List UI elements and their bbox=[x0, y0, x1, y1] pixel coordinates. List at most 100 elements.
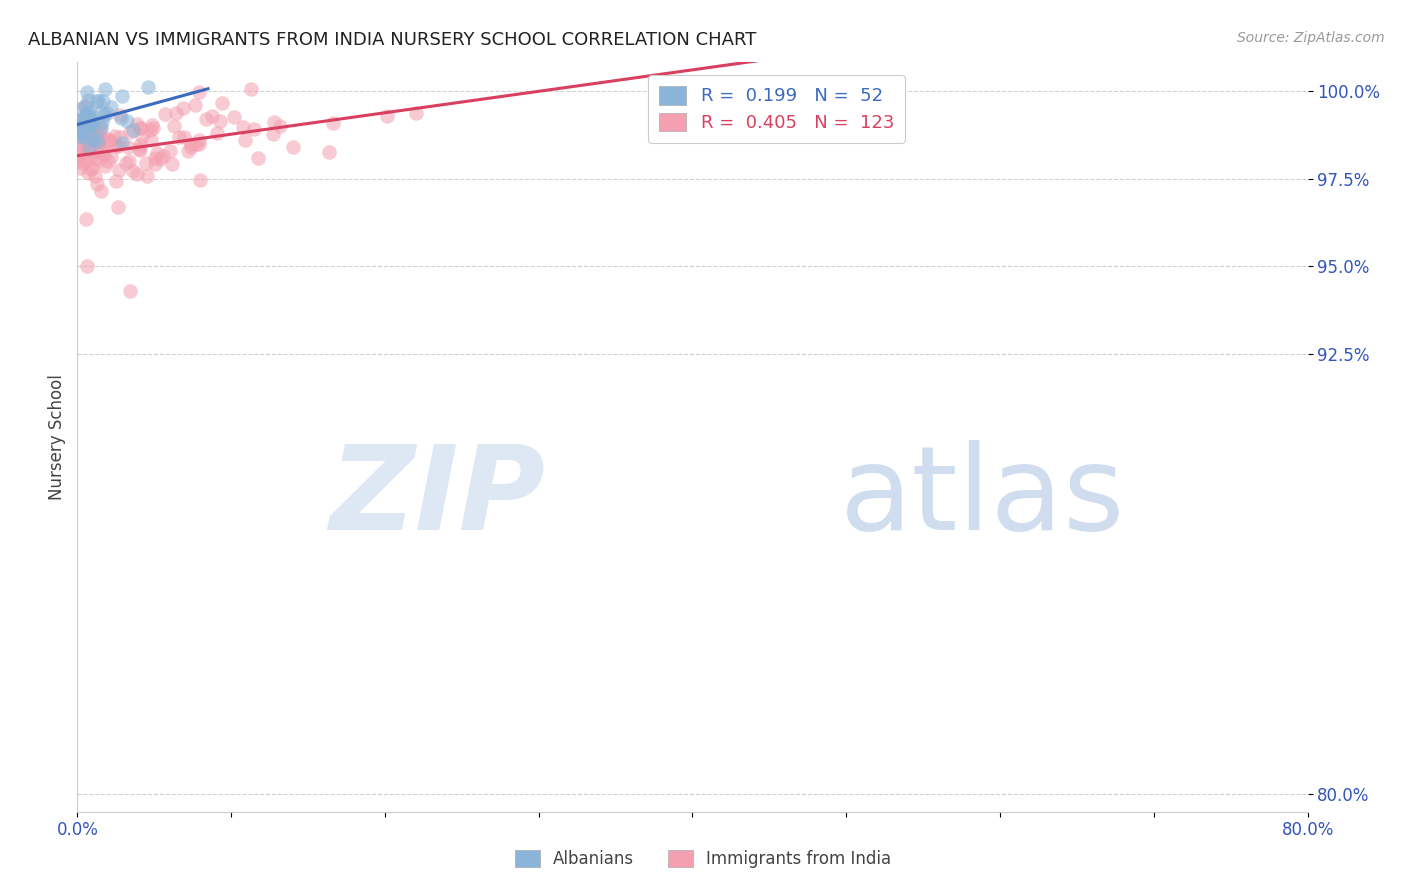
Point bbox=[405, 105, 427, 120]
Text: Source: ZipAtlas.com: Source: ZipAtlas.com bbox=[1237, 31, 1385, 45]
Point bbox=[96, 106, 118, 120]
Point bbox=[79, 141, 101, 155]
Point bbox=[97, 153, 120, 168]
Point bbox=[136, 169, 159, 184]
Point bbox=[75, 108, 97, 122]
Legend: R =  0.199   N =  52, R =  0.405   N =  123: R = 0.199 N = 52, R = 0.405 N = 123 bbox=[648, 75, 905, 143]
Point bbox=[87, 94, 110, 108]
Point bbox=[84, 139, 107, 153]
Point bbox=[173, 129, 195, 144]
Point bbox=[72, 119, 94, 133]
Point bbox=[70, 156, 93, 170]
Point bbox=[75, 153, 97, 168]
Point bbox=[87, 134, 110, 148]
Point bbox=[107, 200, 129, 214]
Point bbox=[110, 89, 132, 103]
Point bbox=[232, 120, 254, 134]
Point bbox=[75, 120, 97, 134]
Point bbox=[70, 144, 93, 158]
Point bbox=[80, 161, 103, 176]
Point bbox=[69, 132, 91, 146]
Point bbox=[69, 145, 91, 159]
Point bbox=[110, 112, 132, 126]
Point bbox=[240, 81, 263, 95]
Point bbox=[69, 161, 91, 175]
Point bbox=[91, 146, 114, 161]
Y-axis label: Nursery School: Nursery School bbox=[48, 374, 66, 500]
Point bbox=[243, 122, 266, 136]
Point bbox=[120, 125, 142, 139]
Point bbox=[93, 108, 115, 122]
Text: ZIP: ZIP bbox=[329, 440, 546, 555]
Point bbox=[94, 159, 117, 173]
Point bbox=[69, 121, 91, 136]
Point bbox=[67, 153, 90, 168]
Point bbox=[104, 139, 127, 153]
Point bbox=[75, 118, 97, 132]
Point bbox=[128, 142, 150, 156]
Point bbox=[143, 157, 166, 171]
Point bbox=[76, 260, 98, 274]
Point bbox=[128, 143, 150, 157]
Point bbox=[281, 140, 304, 154]
Point bbox=[73, 98, 96, 112]
Point bbox=[127, 167, 149, 181]
Point bbox=[176, 144, 198, 158]
Point bbox=[93, 147, 115, 161]
Point bbox=[80, 118, 103, 132]
Point bbox=[129, 120, 152, 135]
Point bbox=[184, 97, 207, 112]
Point bbox=[67, 114, 90, 128]
Point bbox=[79, 121, 101, 136]
Point bbox=[94, 82, 117, 96]
Point bbox=[73, 129, 96, 144]
Point bbox=[169, 130, 191, 145]
Point bbox=[115, 114, 138, 128]
Point bbox=[70, 119, 93, 133]
Point bbox=[83, 132, 105, 146]
Point bbox=[107, 139, 129, 153]
Point bbox=[180, 136, 202, 151]
Point bbox=[77, 166, 100, 180]
Point bbox=[104, 128, 127, 143]
Point bbox=[77, 112, 100, 127]
Point bbox=[89, 123, 111, 137]
Point bbox=[67, 102, 90, 116]
Point bbox=[143, 152, 166, 166]
Point bbox=[111, 136, 134, 151]
Point bbox=[76, 143, 98, 157]
Point bbox=[80, 114, 103, 128]
Point bbox=[139, 122, 162, 136]
Point bbox=[79, 150, 101, 164]
Point bbox=[80, 112, 103, 127]
Point bbox=[149, 152, 172, 166]
Point bbox=[188, 133, 211, 147]
Point bbox=[89, 118, 111, 132]
Point bbox=[146, 146, 169, 161]
Point bbox=[108, 162, 131, 177]
Point bbox=[222, 110, 245, 124]
Point bbox=[160, 157, 183, 171]
Point bbox=[155, 107, 177, 121]
Point bbox=[208, 114, 231, 128]
Point bbox=[141, 133, 163, 147]
Point bbox=[75, 107, 97, 121]
Point bbox=[195, 112, 218, 126]
Point bbox=[89, 153, 111, 168]
Point bbox=[76, 104, 98, 119]
Point bbox=[86, 177, 108, 191]
Point bbox=[97, 134, 120, 148]
Point bbox=[180, 140, 202, 154]
Point bbox=[98, 135, 121, 149]
Point bbox=[75, 211, 97, 226]
Point bbox=[76, 117, 98, 131]
Point bbox=[72, 122, 94, 136]
Point bbox=[125, 117, 148, 131]
Point bbox=[86, 94, 108, 108]
Point bbox=[79, 138, 101, 153]
Point bbox=[73, 140, 96, 154]
Point bbox=[84, 152, 107, 166]
Point bbox=[117, 139, 139, 153]
Point bbox=[129, 138, 152, 153]
Point bbox=[89, 144, 111, 158]
